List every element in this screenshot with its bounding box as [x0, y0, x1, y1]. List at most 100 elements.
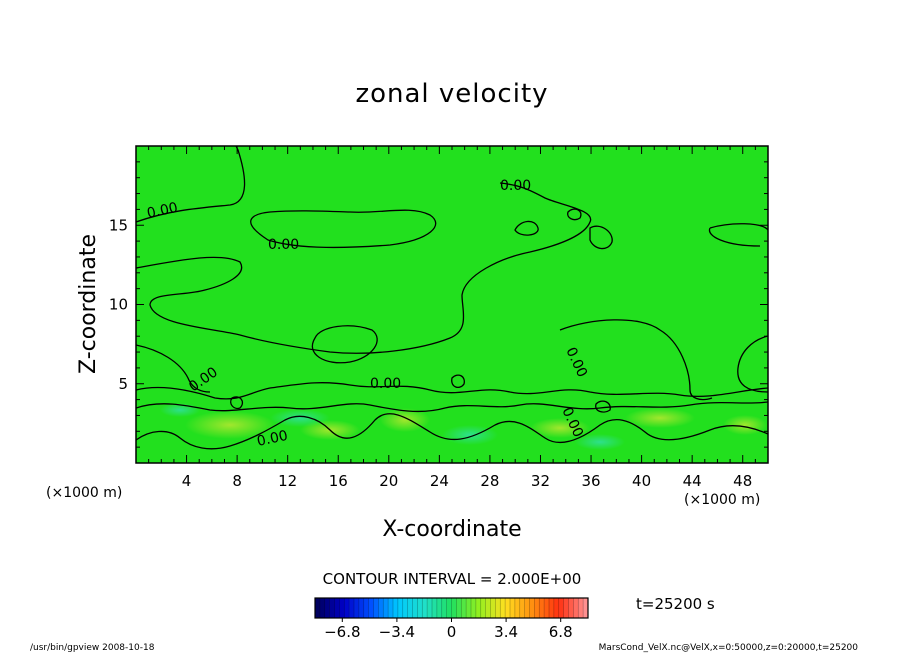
y-axis-label: Z-coordinate: [76, 234, 101, 374]
y-tick-label: 15: [109, 216, 128, 234]
colorbar-cell: [461, 598, 467, 618]
contour-line: [136, 146, 246, 223]
y-axis: 5 10 15: [109, 161, 768, 448]
x-tick-label: 48: [733, 472, 752, 490]
colorbar-cell: [378, 598, 384, 618]
contour-line: [451, 374, 465, 389]
contour-line: [230, 396, 244, 410]
colorbar-cell: [339, 598, 345, 618]
contour-interval: CONTOUR INTERVAL = 2.000E+00: [323, 570, 582, 588]
contour-line: [595, 400, 611, 413]
colorbar-cell: [475, 598, 482, 618]
warm-patch: [625, 408, 695, 428]
colorbar-cell: [324, 598, 330, 618]
contour-line: [514, 220, 539, 236]
colorbar-cell: [432, 598, 438, 618]
zero-contours: [136, 146, 768, 450]
colorbar-cell: [490, 598, 496, 618]
colorbar-cell: [393, 598, 399, 618]
colorbar-cell: [397, 598, 404, 618]
footer-left: /usr/bin/gpview 2008-10-18: [30, 643, 155, 653]
contour-line: [250, 209, 437, 249]
colorbar-cell: [544, 598, 550, 618]
x-tick-label: 24: [430, 472, 449, 490]
contour-line: [136, 401, 768, 413]
contour-line: [708, 223, 768, 247]
colorbar-cell: [407, 598, 413, 618]
x-tick-label: 40: [632, 472, 651, 490]
x-tick-label: 12: [278, 472, 297, 490]
colorbar-cell: [388, 598, 394, 618]
colorbar-cell: [519, 598, 525, 618]
contour-line: [567, 208, 582, 221]
contour-label: 0.00: [146, 200, 180, 222]
colorbar-cell: [583, 598, 589, 618]
x-tick-label: 28: [480, 472, 499, 490]
colorbar-cell: [529, 598, 535, 618]
footer-right: MarsCond_VelX.nc@VelX,x=0:50000,z=0:2000…: [599, 643, 859, 653]
colorbar-cell: [471, 598, 477, 618]
colorbar-cell: [383, 598, 389, 618]
colorbar-cell: [539, 598, 545, 618]
contour-line: [311, 325, 378, 364]
colorbar: [314, 597, 589, 619]
x-tick-label: 36: [581, 472, 600, 490]
colorbar-cell: [549, 598, 555, 618]
colorbar-cell: [441, 598, 447, 618]
colorbar-cell: [553, 598, 560, 618]
colorbar-cell: [412, 598, 418, 618]
colorbar-cell: [451, 598, 457, 618]
x-axis-label: X-coordinate: [382, 517, 521, 542]
x-unit-right: (×1000 m): [684, 492, 760, 508]
colorbar-cell: [495, 598, 501, 618]
x-unit-left: (×1000 m): [46, 485, 122, 501]
y-tick-label: 5: [118, 375, 128, 393]
colorbar-tick-label: 0: [447, 623, 457, 641]
colorbar-cell: [349, 598, 355, 618]
colorbar-cell: [358, 598, 365, 618]
x-tick-label: 4: [182, 472, 192, 490]
colorbar-cell: [417, 598, 423, 618]
colorbar-cell: [315, 598, 321, 618]
colorbar-cell: [456, 598, 462, 618]
colorbar-cell: [558, 598, 564, 618]
warm-patch: [185, 411, 275, 439]
colorbar-cell: [485, 598, 491, 618]
contour-line: [136, 182, 592, 354]
colorbar-cell: [514, 598, 521, 618]
contour-label: 0.00: [370, 376, 401, 392]
colorbar-ticks: −6.8 −3.4 0 3.4 6.8: [324, 618, 573, 641]
colorbar-cell: [436, 598, 443, 618]
x-tick-label: 32: [531, 472, 550, 490]
colorbar-cell: [524, 598, 530, 618]
cool-patch: [575, 434, 625, 450]
colorbar-cell: [480, 598, 486, 618]
x-axis: 4 8 12 16 20 24 28 32 36 40 44 48: [148, 146, 756, 490]
colorbar-cell: [368, 598, 374, 618]
colorbar-tick-label: −3.4: [379, 623, 415, 641]
colorbar-cell: [319, 598, 326, 618]
x-tick-label: 8: [232, 472, 242, 490]
colorbar-cell: [363, 598, 369, 618]
contour-line: [136, 413, 768, 450]
colorbar-cell: [573, 598, 579, 618]
colorbar-tick-label: −6.8: [324, 623, 360, 641]
contour-label: 0.00: [500, 178, 531, 194]
colorbar-cell: [466, 598, 472, 618]
colorbar-cell: [373, 598, 379, 618]
colorbar-tick-label: 6.8: [549, 623, 573, 641]
colorbar-cell: [534, 598, 540, 618]
field-shading: [160, 403, 767, 450]
x-tick-label: 44: [683, 472, 702, 490]
colorbar-cell: [500, 598, 506, 618]
colorbar-cell: [510, 598, 516, 618]
colorbar-cell: [402, 598, 408, 618]
colorbar-cell: [446, 598, 452, 618]
time-label: t=25200 s: [636, 595, 715, 613]
colorbar-cell: [427, 598, 433, 618]
plot-area: 0.00 0.00 0.00 0.00 0.00 0.00 0.00 0.00: [135, 145, 769, 464]
contour-label: 0.00: [256, 428, 290, 450]
colorbar-cell: [505, 598, 511, 618]
y-tick-label: 10: [109, 296, 128, 314]
